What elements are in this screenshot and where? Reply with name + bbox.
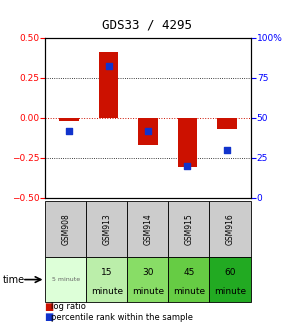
Bar xyxy=(178,118,197,167)
Bar xyxy=(168,257,209,302)
Bar xyxy=(45,257,86,302)
Text: minute: minute xyxy=(132,286,164,296)
Text: minute: minute xyxy=(173,286,205,296)
Bar xyxy=(209,257,251,302)
Bar xyxy=(127,257,168,302)
Bar xyxy=(45,201,86,257)
Text: time: time xyxy=(3,275,25,284)
Point xyxy=(224,147,229,152)
Point xyxy=(106,64,111,69)
Text: 30: 30 xyxy=(142,268,154,277)
Text: 15: 15 xyxy=(101,268,113,277)
Text: GSM915: GSM915 xyxy=(185,213,193,245)
Text: GDS33 / 4295: GDS33 / 4295 xyxy=(101,18,192,31)
Point xyxy=(185,163,190,168)
Bar xyxy=(217,118,237,129)
Text: percentile rank within the sample: percentile rank within the sample xyxy=(51,313,193,322)
Text: GSM916: GSM916 xyxy=(226,213,234,245)
Bar xyxy=(127,201,168,257)
Bar xyxy=(209,201,251,257)
Bar xyxy=(138,118,158,145)
Text: 60: 60 xyxy=(224,268,236,277)
Text: ■: ■ xyxy=(45,312,58,322)
Bar xyxy=(86,201,127,257)
Text: GSM908: GSM908 xyxy=(62,213,70,245)
Text: 5 minute: 5 minute xyxy=(52,277,80,282)
Text: minute: minute xyxy=(214,286,246,296)
Bar xyxy=(168,201,209,257)
Text: GSM914: GSM914 xyxy=(144,213,152,245)
Text: 45: 45 xyxy=(183,268,195,277)
Point xyxy=(146,128,150,133)
Text: log ratio: log ratio xyxy=(51,302,86,311)
Text: GSM913: GSM913 xyxy=(103,213,111,245)
Bar xyxy=(99,52,118,118)
Bar xyxy=(86,257,127,302)
Text: minute: minute xyxy=(91,286,123,296)
Bar xyxy=(59,118,79,121)
Point xyxy=(67,128,71,133)
Text: ■: ■ xyxy=(45,302,58,312)
